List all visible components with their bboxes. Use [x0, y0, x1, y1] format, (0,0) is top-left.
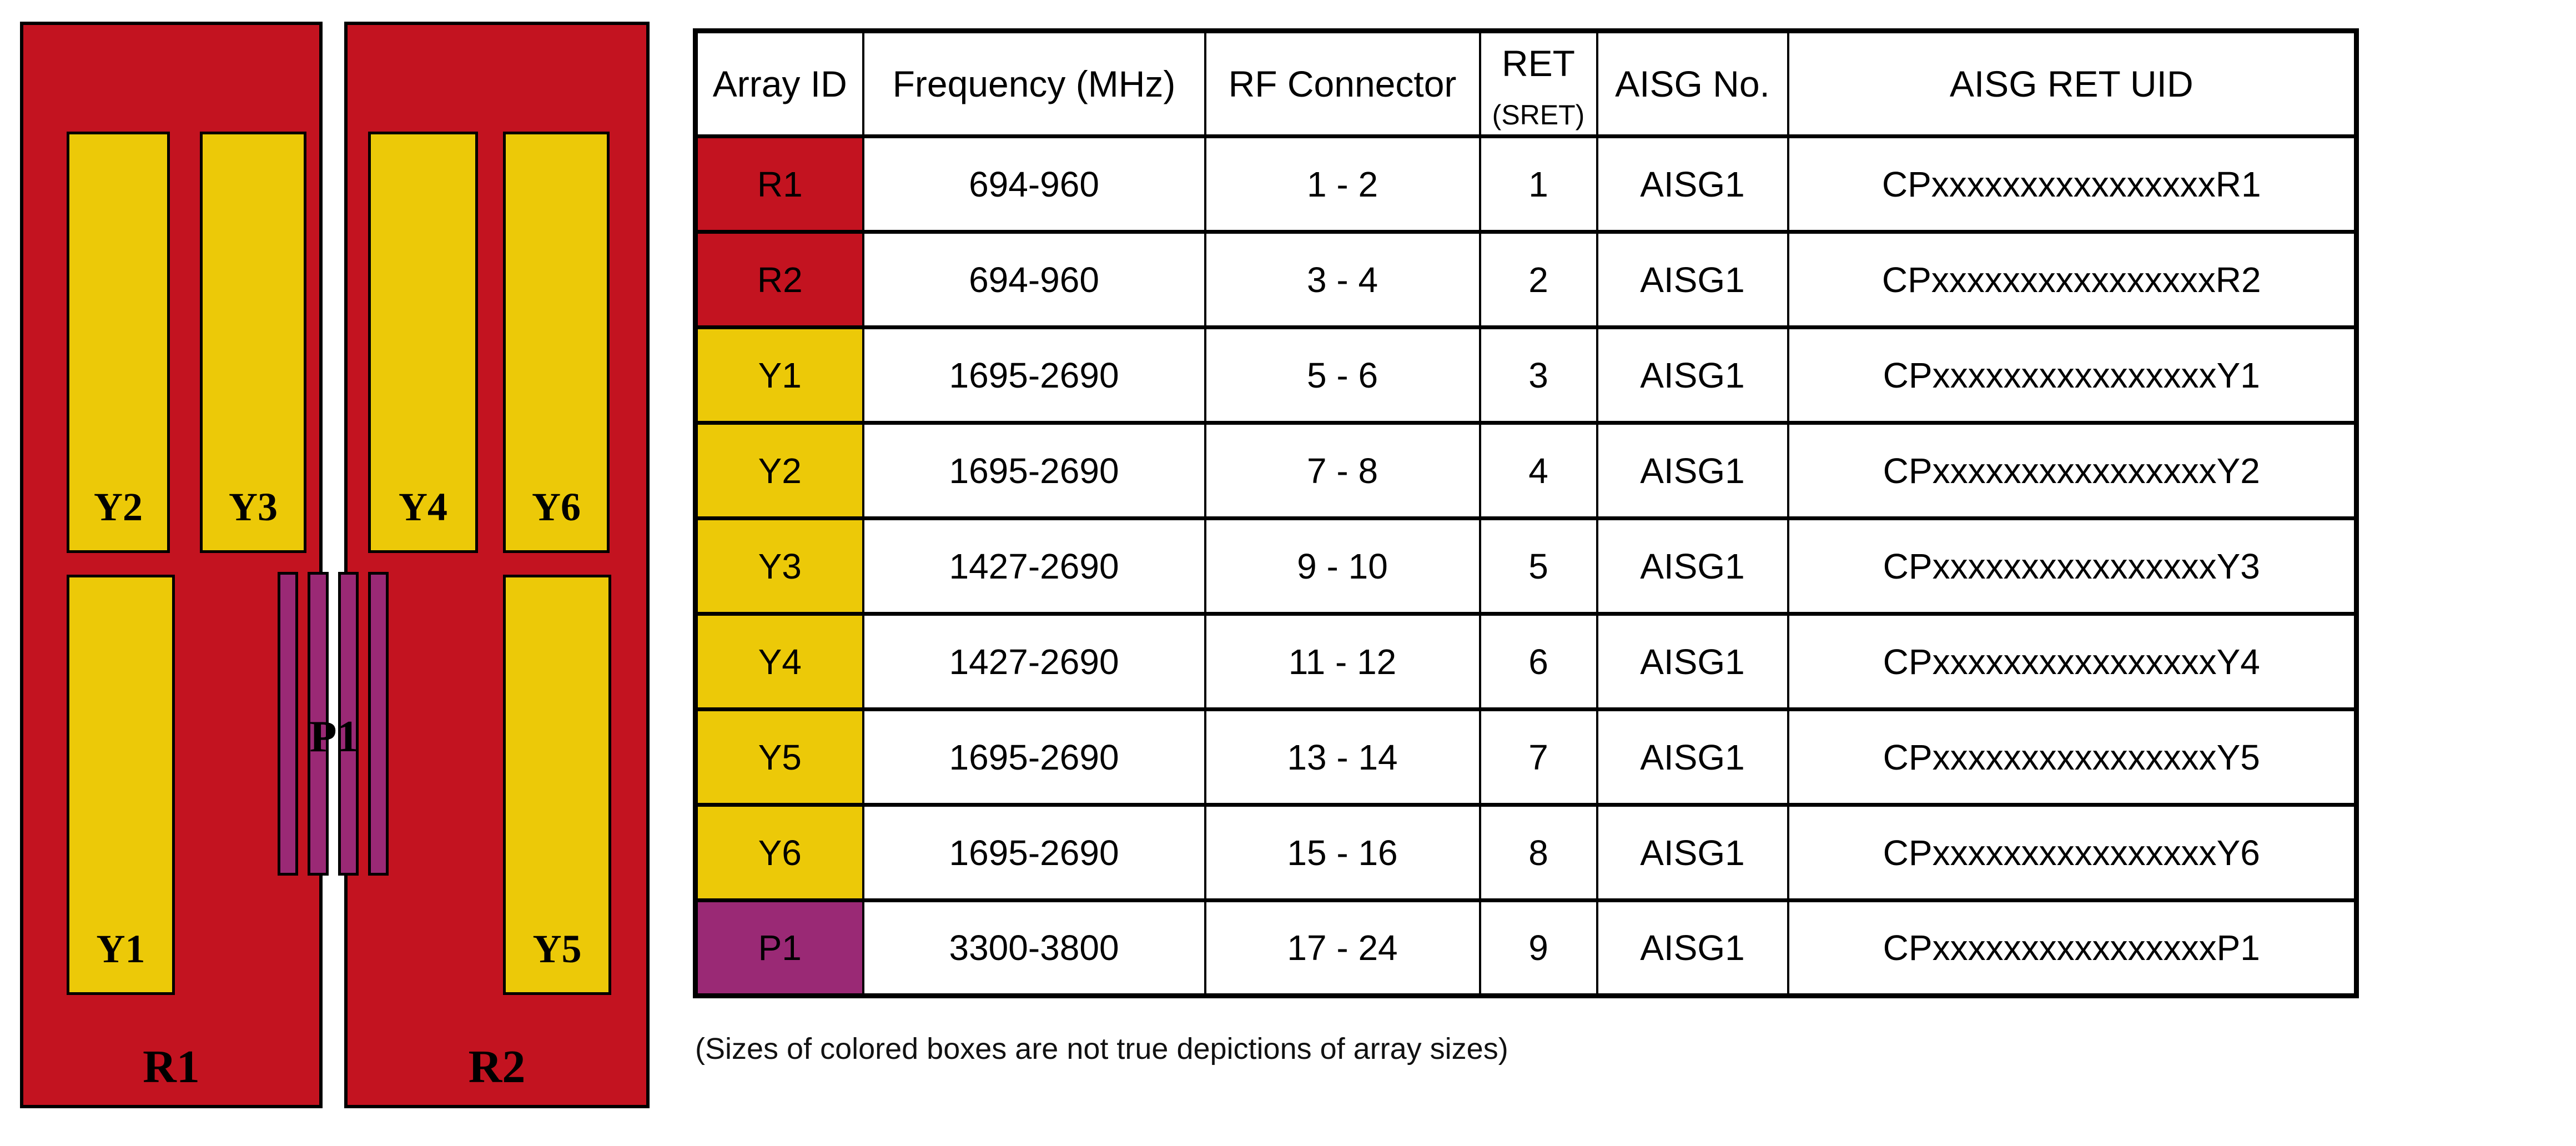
aisg-no-cell: AISG1 [1596, 803, 1789, 902]
table-row-y1: Y1 1695-2690 5 - 6 3 AISG1 CPxxxxxxxxxxx… [694, 325, 2358, 425]
array-box-y3: Y3 [200, 132, 306, 553]
array-box-y6: Y6 [503, 132, 610, 553]
aisg-ret-uid-cell: CPxxxxxxxxxxxxxxxxR1 [1787, 134, 2358, 234]
antenna-panel-r1: Y2 Y3 Y1 R1 [20, 22, 323, 1108]
table-row-r2: R2 694-960 3 - 4 2 AISG1 CPxxxxxxxxxxxxx… [694, 230, 2358, 329]
p1-array-bar-2 [308, 572, 329, 876]
ret-header-sub: (SRET) [1492, 99, 1585, 130]
panel-label-r1: R1 [143, 1041, 200, 1093]
ret-cell: 8 [1478, 803, 1598, 902]
array-label-y2: Y2 [94, 485, 143, 529]
col-header-aisg-ret-uid: AISG RET UID [1787, 29, 2358, 138]
frequency-cell: 1695-2690 [862, 325, 1206, 425]
aisg-no-cell: AISG1 [1596, 134, 1789, 234]
rf-connector-cell: 3 - 4 [1204, 230, 1481, 329]
rf-connector-cell: 9 - 10 [1204, 516, 1481, 616]
array-id-cell: Y6 [694, 803, 864, 902]
panel-label-r2: R2 [468, 1041, 526, 1093]
array-label-y5: Y5 [532, 927, 582, 971]
aisg-ret-uid-cell: CPxxxxxxxxxxxxxxxxY5 [1787, 707, 2358, 807]
col-header-array-id: Array ID [694, 29, 864, 138]
aisg-no-cell: AISG1 [1596, 612, 1789, 711]
array-id-cell: Y2 [694, 421, 864, 520]
rf-connector-cell: 13 - 14 [1204, 707, 1481, 807]
col-header-frequency: Frequency (MHz) [862, 29, 1206, 138]
aisg-no-cell: AISG1 [1596, 707, 1789, 807]
ret-cell: 3 [1478, 325, 1598, 425]
array-box-y4: Y4 [368, 132, 478, 553]
table-row-y3: Y3 1427-2690 9 - 10 5 AISG1 CPxxxxxxxxxx… [694, 516, 2358, 616]
array-label-p1: P1 [309, 712, 359, 761]
rf-connector-cell: 17 - 24 [1204, 898, 1481, 998]
table-row-y6: Y6 1695-2690 15 - 16 8 AISG1 CPxxxxxxxxx… [694, 803, 2358, 902]
ret-cell: 6 [1478, 612, 1598, 711]
ret-cell: 2 [1478, 230, 1598, 329]
rf-connector-cell: 5 - 6 [1204, 325, 1481, 425]
p1-array-bar-3 [338, 572, 359, 876]
rf-connector-cell: 15 - 16 [1204, 803, 1481, 902]
array-label-y6: Y6 [532, 485, 581, 529]
ret-cell: 1 [1478, 134, 1598, 234]
aisg-no-cell: AISG1 [1596, 325, 1789, 425]
frequency-cell: 1427-2690 [862, 612, 1206, 711]
aisg-ret-uid-cell: CPxxxxxxxxxxxxxxxxP1 [1787, 898, 2358, 998]
frequency-cell: 3300-3800 [862, 898, 1206, 998]
frequency-cell: 694-960 [862, 134, 1206, 234]
ret-cell: 9 [1478, 898, 1598, 998]
table-row-y2: Y2 1695-2690 7 - 8 4 AISG1 CPxxxxxxxxxxx… [694, 421, 2358, 520]
frequency-cell: 1695-2690 [862, 803, 1206, 902]
aisg-ret-uid-cell: CPxxxxxxxxxxxxxxxxY6 [1787, 803, 2358, 902]
frequency-cell: 1695-2690 [862, 707, 1206, 807]
array-id-cell: R1 [694, 134, 864, 234]
header-row: Array ID Frequency (MHz) RF Connector RE… [694, 29, 2358, 138]
size-disclaimer-note: (Sizes of colored boxes are not true dep… [695, 1032, 1508, 1065]
table-row-r1: R1 694-960 1 - 2 1 AISG1 CPxxxxxxxxxxxxx… [694, 134, 2358, 234]
array-id-cell: Y5 [694, 707, 864, 807]
aisg-no-cell: AISG1 [1596, 230, 1789, 329]
aisg-ret-uid-cell: CPxxxxxxxxxxxxxxxxY1 [1787, 325, 2358, 425]
array-label-y1: Y1 [96, 927, 145, 971]
p1-array-bar-1 [278, 572, 298, 876]
ret-cell: 5 [1478, 516, 1598, 616]
array-box-y2: Y2 [67, 132, 170, 553]
frequency-cell: 694-960 [862, 230, 1206, 329]
array-label-y4: Y4 [399, 485, 447, 529]
rf-connector-cell: 7 - 8 [1204, 421, 1481, 520]
frequency-cell: 1695-2690 [862, 421, 1206, 520]
array-id-cell: R2 [694, 230, 864, 329]
aisg-ret-uid-cell: CPxxxxxxxxxxxxxxxxY4 [1787, 612, 2358, 711]
col-header-ret: RET (SRET) [1478, 29, 1598, 138]
ret-header-main: RET [1502, 43, 1575, 84]
array-id-cell: Y4 [694, 612, 864, 711]
rf-connector-cell: 11 - 12 [1204, 612, 1481, 711]
rf-connector-cell: 1 - 2 [1204, 134, 1481, 234]
frequency-cell: 1427-2690 [862, 516, 1206, 616]
aisg-ret-uid-cell: CPxxxxxxxxxxxxxxxxY3 [1787, 516, 2358, 616]
aisg-ret-uid-cell: CPxxxxxxxxxxxxxxxxR2 [1787, 230, 2358, 329]
aisg-no-cell: AISG1 [1596, 516, 1789, 616]
array-box-y5: Y5 [503, 575, 611, 995]
aisg-ret-uid-cell: CPxxxxxxxxxxxxxxxxY2 [1787, 421, 2358, 520]
col-header-aisg-no: AISG No. [1596, 29, 1789, 138]
array-id-cell: Y1 [694, 325, 864, 425]
table-row-p1: P1 3300-3800 17 - 24 9 AISG1 CPxxxxxxxxx… [694, 898, 2358, 998]
array-box-y1: Y1 [67, 575, 175, 995]
aisg-no-cell: AISG1 [1596, 421, 1789, 520]
array-label-y3: Y3 [229, 485, 278, 529]
array-id-cell: Y3 [694, 516, 864, 616]
col-header-rf-connector: RF Connector [1204, 29, 1481, 138]
antenna-panel-r2: Y4 Y6 Y5 R2 [344, 22, 650, 1108]
table-row-y5: Y5 1695-2690 13 - 14 7 AISG1 CPxxxxxxxxx… [694, 707, 2358, 807]
rf-spec-table: Array ID Frequency (MHz) RF Connector RE… [693, 28, 2359, 998]
ret-cell: 7 [1478, 707, 1598, 807]
aisg-no-cell: AISG1 [1596, 898, 1789, 998]
p1-array-bar-4 [368, 572, 389, 876]
array-id-cell: P1 [694, 898, 864, 998]
ret-cell: 4 [1478, 421, 1598, 520]
table-row-y4: Y4 1427-2690 11 - 12 6 AISG1 CPxxxxxxxxx… [694, 612, 2358, 711]
